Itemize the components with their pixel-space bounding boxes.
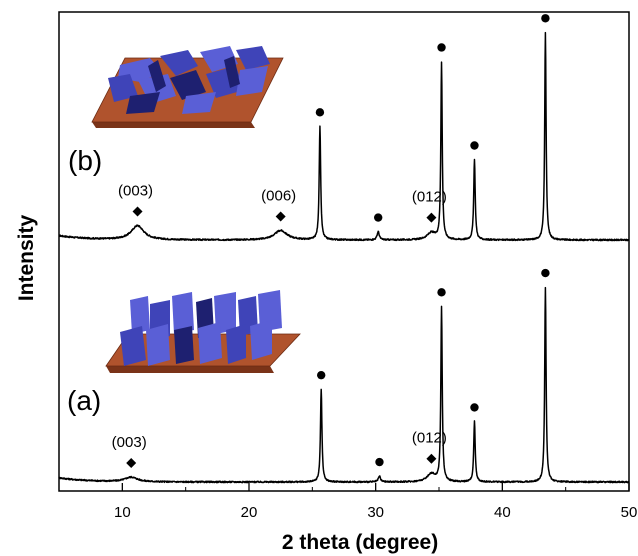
crystal [258, 290, 282, 332]
crystal [160, 50, 198, 76]
crystal [120, 326, 146, 366]
crystal [126, 92, 160, 114]
x-axis-ticks: 10 20 30 40 50 [58, 483, 638, 521]
crystal [148, 60, 166, 92]
diamond-marker [275, 211, 286, 222]
xrd-pattern-line [58, 286, 630, 484]
platelet-illustration-b [91, 46, 284, 128]
peak-label: (012) [412, 189, 447, 206]
crystal [198, 322, 222, 364]
series-1: (a) (003) (012) [58, 268, 630, 484]
crystal [182, 92, 216, 114]
diamond-marker [426, 453, 437, 464]
series-0: (b) (003) (006) (012) [58, 14, 630, 242]
panel-label: (b) [68, 145, 102, 176]
x-axis-title: 2 theta (degree) [282, 531, 438, 554]
platelet-illustration-a [105, 290, 301, 373]
circle-marker [317, 370, 326, 380]
crystal [174, 326, 194, 364]
substrate-side-b [92, 122, 255, 128]
crystal [226, 324, 246, 364]
circle-marker [374, 213, 383, 222]
peak-label: (003) [112, 434, 147, 451]
circle-marker [437, 288, 446, 297]
panel-label: (a) [67, 385, 101, 416]
x-tick-label: 10 [114, 504, 131, 521]
crystal [146, 324, 170, 366]
y-axis-title: Intensity [15, 215, 38, 302]
circle-marker [437, 43, 446, 52]
diamond-marker [126, 458, 137, 469]
circle-marker [375, 457, 384, 467]
crystal [250, 320, 272, 360]
crystal [108, 74, 138, 102]
substrate-side-a [106, 366, 274, 373]
peak-label: (003) [118, 183, 153, 200]
crystal [170, 70, 206, 100]
xrd-pattern-line [58, 31, 630, 242]
x-tick-label: 30 [367, 504, 384, 521]
crystal [236, 46, 270, 70]
series-layer: (b) (003) (006) (012) (a) (003) (012) [58, 14, 630, 484]
circle-marker [541, 268, 550, 278]
x-tick-label: 20 [241, 504, 258, 521]
crystal [236, 66, 268, 96]
peak-label: (006) [261, 187, 296, 204]
peak-label: (012) [412, 430, 447, 447]
circle-marker [315, 108, 325, 117]
x-tick-label: 40 [494, 504, 511, 521]
crystal [130, 296, 150, 334]
circle-marker [470, 403, 479, 412]
circle-marker [470, 141, 479, 150]
diamond-marker [132, 206, 143, 217]
plot-frame [58, 11, 630, 492]
diamond-marker [426, 212, 437, 223]
circle-marker [541, 14, 550, 23]
x-tick-label: 50 [621, 504, 638, 521]
crystal [224, 56, 240, 88]
crystal [172, 292, 194, 334]
